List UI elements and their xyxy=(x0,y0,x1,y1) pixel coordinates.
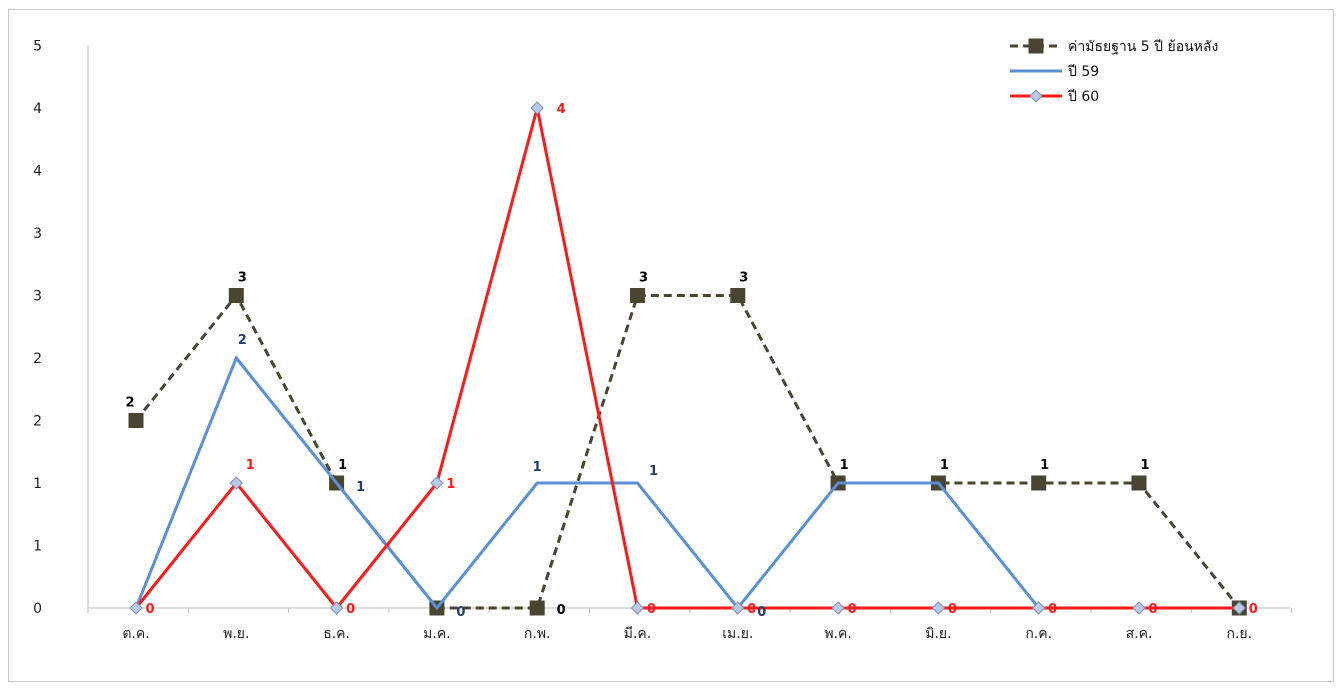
x-tick-label: ธ.ค. xyxy=(323,626,350,642)
data-point xyxy=(1031,475,1047,491)
data-point xyxy=(630,288,645,303)
data-point xyxy=(1031,601,1046,615)
y-tick-label: 0 xyxy=(33,601,42,617)
data-label: 1 xyxy=(246,458,255,473)
legend-label: ค่ามัธยฐาน 5 ปี ย้อนหลัง xyxy=(1068,39,1218,55)
series-0 xyxy=(128,288,1247,616)
legend-marker xyxy=(1028,38,1044,54)
data-point xyxy=(129,601,143,615)
data-label: 0 xyxy=(757,605,766,620)
data-point xyxy=(1232,601,1247,615)
y-tick-label: 1 xyxy=(33,539,42,555)
x-tick-label: ต.ค. xyxy=(122,626,149,642)
data-label: 3 xyxy=(639,271,648,286)
data-point xyxy=(731,601,745,615)
x-tick-label: ก.ค. xyxy=(1025,626,1052,642)
series-line xyxy=(134,107,1240,611)
data-label: 1 xyxy=(356,480,365,495)
data-label: 2 xyxy=(125,396,134,411)
data-point xyxy=(530,101,544,115)
data-label: 0 xyxy=(948,602,957,617)
data-label: 2 xyxy=(238,333,247,348)
data-point xyxy=(831,601,845,615)
data-label: 0 xyxy=(145,602,154,617)
y-tick-label: 4 xyxy=(33,164,42,180)
data-point xyxy=(128,413,144,428)
x-tick-label: พ.ค. xyxy=(824,626,852,642)
data-label: 1 xyxy=(940,458,949,473)
x-tick-label: ก.พ. xyxy=(524,626,551,642)
x-tick-label: พ.ย. xyxy=(223,626,249,642)
y-tick-label: 5 xyxy=(33,39,42,55)
data-label: 1 xyxy=(840,458,849,473)
y-tick-label: 4 xyxy=(33,101,42,117)
data-label: 4 xyxy=(557,102,566,117)
data-label: 1 xyxy=(446,477,455,492)
y-tick-label: 3 xyxy=(33,289,42,305)
x-tick-label: ม.ค. xyxy=(423,626,451,642)
data-point xyxy=(730,288,746,303)
data-point xyxy=(329,601,344,615)
data-point xyxy=(1132,601,1146,615)
data-label: 0 xyxy=(848,602,857,617)
data-label: 0 xyxy=(557,603,566,618)
series-2 xyxy=(129,101,1247,615)
data-point xyxy=(229,476,244,490)
data-point xyxy=(1131,475,1147,491)
data-point xyxy=(529,600,545,616)
data-label: 1 xyxy=(1140,458,1149,473)
data-label: 1 xyxy=(533,460,542,475)
series-line xyxy=(134,292,1241,610)
legend-item-0: ค่ามัธยฐาน 5 ปี ย้อนหลัง xyxy=(1010,38,1218,55)
data-point xyxy=(228,288,244,303)
legend-item-2: ปี 60 xyxy=(1010,89,1099,105)
y-tick-label: 3 xyxy=(33,226,42,242)
data-label: 1 xyxy=(1040,458,1049,473)
x-tick-label: มิ.ย. xyxy=(925,626,951,642)
x-tick-label: มี.ค. xyxy=(624,626,652,642)
legend: ค่ามัธยฐาน 5 ปี ย้อนหลังปี 59 ปี 60 xyxy=(1010,38,1218,105)
data-label: 0 xyxy=(1148,602,1157,617)
data-point xyxy=(630,601,645,615)
data-label: 0 xyxy=(1048,602,1057,617)
x-tick-label: เม.ย. xyxy=(722,626,753,642)
x-tick-label: ส.ค. xyxy=(1126,626,1153,642)
data-point xyxy=(430,476,444,490)
data-point xyxy=(931,601,946,615)
data-label: 0 xyxy=(346,602,355,617)
y-tick-label: 2 xyxy=(33,351,42,367)
data-label: 1 xyxy=(649,464,658,479)
data-label: 0 xyxy=(647,602,656,617)
data-label: 0 xyxy=(1249,602,1258,617)
data-label: 3 xyxy=(238,271,247,286)
data-label: 0 xyxy=(456,605,465,620)
legend-label: ปี 60 xyxy=(1068,89,1100,105)
series-layer xyxy=(128,101,1247,616)
legend-label: ปี 59 xyxy=(1068,64,1100,80)
legend-item-1: ปี 59 xyxy=(1010,64,1099,80)
y-tick-label: 2 xyxy=(33,414,42,430)
data-label: 3 xyxy=(739,271,748,286)
data-label: 0 xyxy=(747,602,756,617)
chart-frame xyxy=(8,9,1334,682)
legend-marker xyxy=(1029,89,1043,103)
x-tick-label: ก.ย. xyxy=(1227,626,1253,642)
data-label: 1 xyxy=(338,458,347,473)
y-tick-label: 1 xyxy=(33,476,42,492)
